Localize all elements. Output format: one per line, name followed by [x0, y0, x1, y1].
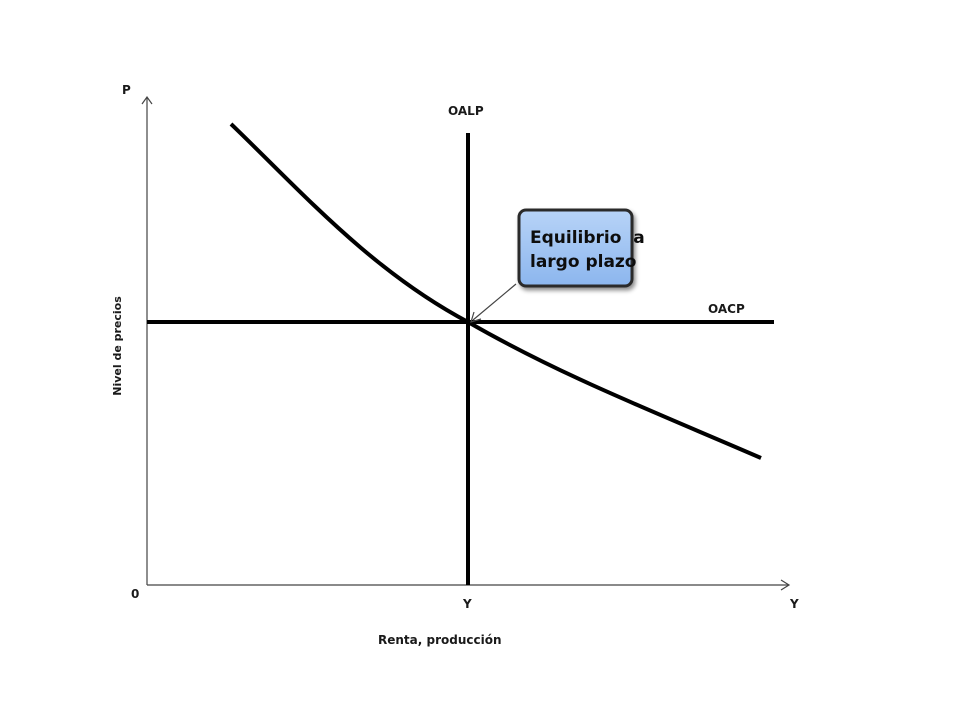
callout-pointer [472, 283, 517, 321]
y-axis-letter: P [122, 83, 131, 97]
demand-curve [229, 122, 762, 460]
x-axis-title: Renta, producción [378, 633, 502, 647]
oalp-label: OALP [448, 104, 484, 118]
oacp-label: OACP [708, 302, 745, 316]
callout-box: Equilibrio a largo plazo [517, 208, 645, 288]
y-axis-title: Nivel de precios [111, 296, 124, 396]
callout-line-1: Equilibrio a [530, 228, 645, 248]
callout-pointer-arrowhead [470, 311, 482, 323]
equilibrium-output-label: Y [462, 597, 472, 611]
x-axis-letter: Y [789, 597, 799, 611]
callout-line-2: largo plazo [530, 252, 637, 272]
x-axis-arrowhead [780, 579, 791, 591]
y-axis-arrowhead [141, 95, 153, 105]
origin-label: 0 [131, 587, 139, 601]
axes [141, 95, 791, 591]
